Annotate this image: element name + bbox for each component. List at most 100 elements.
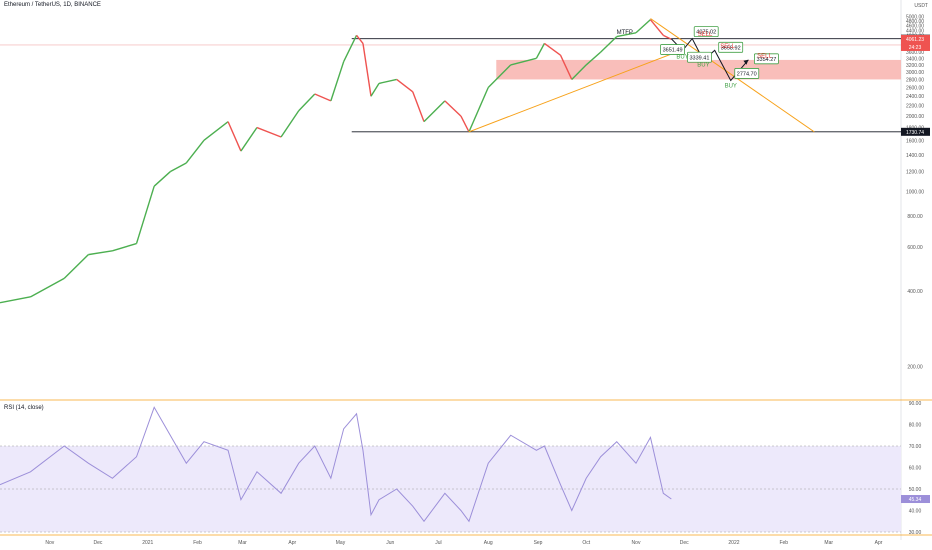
x-tick-10: Aug [484, 540, 493, 546]
rsi-tick-90: 90.00 [909, 401, 922, 407]
countdown-bg [901, 42, 930, 51]
x-tick-2: Dec [94, 540, 103, 546]
price-segment-8 [169, 162, 187, 173]
price-segment-18 [343, 35, 358, 62]
price-tag-box-6 [734, 68, 760, 79]
x-tick-6: Apr [288, 540, 296, 546]
projection-arrowhead [743, 59, 749, 65]
price-segment-25 [423, 100, 446, 123]
price-tag-box-4 [687, 51, 712, 63]
price-segment-23 [396, 78, 414, 93]
current-price-axis-label: 4061.23 [906, 37, 924, 43]
y-tick-2400: 2400.00 [906, 94, 924, 100]
price-tag-box-5 [754, 53, 779, 65]
annotation-sell-7: SELL [757, 54, 772, 60]
y-tick-3400: 3400.00 [906, 56, 924, 62]
countdown-label: 24:23 [909, 45, 922, 51]
chart-title: Ethereum / TetherUS, 1D, BINANCE [4, 2, 101, 8]
price-segment-3 [63, 254, 89, 279]
trendline-1 [468, 48, 685, 133]
annotation-buy-3: BUY [697, 63, 709, 69]
price-segment-34 [571, 64, 587, 80]
price-segment-27 [460, 115, 470, 133]
rsi-line [0, 406, 672, 523]
support-axis-label: 1730.74 [906, 130, 924, 136]
price-segment-5 [112, 242, 137, 252]
price-tag-3: 3658.92 [721, 45, 741, 51]
x-tick-18: Apr [875, 540, 883, 546]
y-tick-3600: 3600.00 [906, 50, 924, 56]
price-segment-17 [330, 61, 345, 102]
y-tick-4800: 4800.00 [906, 19, 924, 25]
rsi-current-label: 45.34 [909, 497, 922, 503]
price-segment-30 [510, 57, 537, 66]
x-tick-11: Sep [534, 540, 543, 546]
demand-zone [496, 59, 901, 80]
price-segment-20 [362, 43, 372, 97]
x-tick-3: 2021 [142, 540, 153, 546]
annotation-sell-6: SELL [720, 44, 735, 50]
price-segment-24 [412, 91, 425, 122]
price-tag-5: 3354.27 [756, 57, 776, 63]
price-segment-26 [444, 100, 462, 117]
y-tick-4400: 4400.00 [906, 28, 924, 34]
price-segment-16 [314, 93, 332, 102]
price-segment-6 [135, 185, 155, 244]
x-tick-14: Dec [680, 540, 689, 546]
price-tag-box-2 [660, 44, 685, 55]
x-tick-9: Jul [435, 540, 441, 546]
price-segment-2 [30, 277, 65, 298]
price-segment-37 [616, 32, 637, 38]
y-tick-600: 600.00 [907, 245, 923, 251]
price-segment-10 [203, 121, 229, 141]
rsi-tick-40: 40.00 [909, 509, 922, 515]
price-segment-31 [535, 43, 546, 59]
price-tag-4: 3339.41 [690, 55, 710, 61]
price-segment-7 [153, 171, 171, 187]
rsi-tick-50: 50.00 [909, 487, 922, 493]
current-price-axis-label-bg [901, 34, 930, 43]
price-segment-32 [544, 42, 561, 56]
price-axis-bg [901, 0, 932, 550]
price-segment-39 [649, 19, 664, 36]
y-tick-200: 200.00 [907, 365, 923, 371]
price-segment-35 [585, 51, 602, 66]
x-tick-17: Mar [824, 540, 833, 546]
price-segment-11 [227, 121, 242, 152]
price-segment-9 [185, 139, 205, 164]
y-tick-800: 800.00 [907, 214, 923, 220]
y-tick-1400: 1400.00 [906, 153, 924, 159]
x-tick-13: Nov [632, 540, 641, 546]
y-tick-5000: 5000.00 [906, 14, 924, 20]
price-segment-22 [378, 78, 397, 85]
rsi-band [0, 446, 901, 532]
x-tick-15: 2022 [728, 540, 739, 546]
rsi-current-bg [901, 495, 930, 504]
annotation-buy-4: BUY [725, 84, 737, 90]
y-tick-1200: 1200.00 [906, 170, 924, 176]
rsi-tick-60: 60.00 [909, 466, 922, 472]
price-segment-40 [662, 34, 672, 40]
y-tick-3200: 3200.00 [906, 63, 924, 69]
rsi-tick-30: 30.00 [909, 530, 922, 536]
price-tag-box-3 [718, 41, 744, 53]
x-tick-16: Feb [779, 540, 788, 546]
price-segment-33 [559, 54, 573, 80]
y-tick-1600: 1600.00 [906, 138, 924, 144]
rsi-title: RSI (14, close) [4, 405, 44, 411]
y-tick-1000: 1000.00 [906, 190, 924, 196]
x-tick-5: Mar [238, 540, 247, 546]
annotation-mtfp-1: MTFP [617, 30, 633, 36]
y-tick-2800: 2800.00 [906, 77, 924, 83]
annotation-sell-5: SELL [698, 32, 713, 38]
support-axis-label-bg [901, 127, 930, 136]
price-segment-36 [600, 36, 618, 53]
price-tag-6: 2774.70 [737, 71, 757, 77]
x-tick-8: Jun [386, 540, 394, 546]
x-tick-7: May [336, 540, 346, 546]
price-segment-4 [88, 250, 113, 256]
x-tick-12: Oct [582, 540, 590, 546]
price-segment-1 [0, 296, 31, 304]
y-tick-3000: 3000.00 [906, 70, 924, 76]
